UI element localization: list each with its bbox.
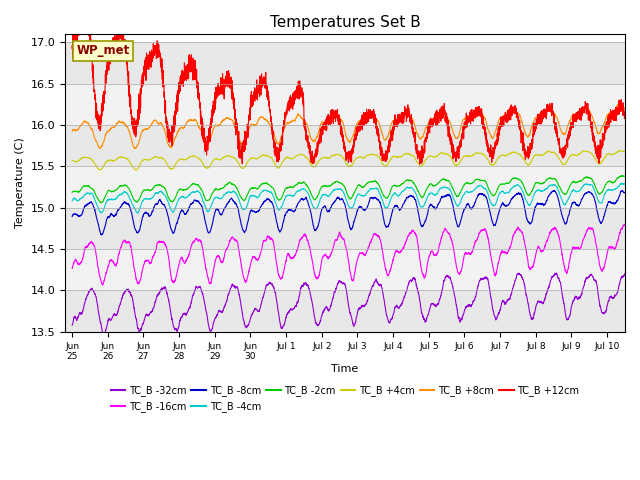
Bar	[65, 125, 625, 167]
Legend: TC_B -32cm, TC_B -16cm, TC_B -8cm, TC_B -4cm, TC_B -2cm, TC_B +4cm, TC_B +8cm, T: TC_B -32cm, TC_B -16cm, TC_B -8cm, TC_B …	[107, 382, 583, 416]
Bar	[65, 42, 625, 84]
Bar	[65, 208, 625, 249]
Bar	[65, 167, 625, 208]
Bar	[65, 290, 625, 332]
Bar	[65, 249, 625, 290]
Y-axis label: Temperature (C): Temperature (C)	[15, 138, 25, 228]
X-axis label: Time: Time	[332, 364, 358, 374]
Bar	[65, 84, 625, 125]
Text: WP_met: WP_met	[76, 44, 129, 58]
Title: Temperatures Set B: Temperatures Set B	[269, 15, 420, 30]
